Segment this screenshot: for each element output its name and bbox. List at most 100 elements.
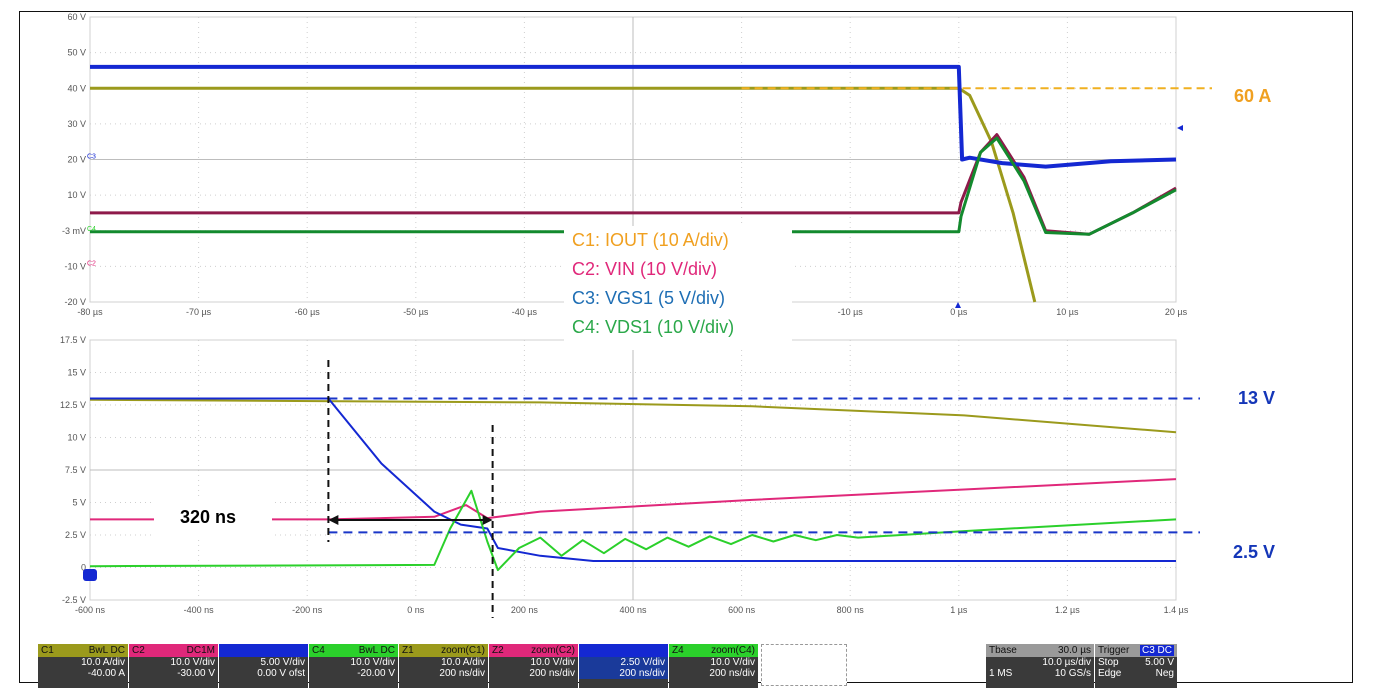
zoom-scale: 10.0 V/div	[710, 657, 755, 668]
channel-marker: C2	[87, 260, 96, 267]
legend-item-c1: C1: IOUT (10 A/div)	[572, 230, 729, 250]
x-tick-label: 20 µs	[1165, 307, 1188, 317]
x-tick-label: -70 µs	[186, 307, 212, 317]
label-60a: 60 A	[1234, 86, 1272, 106]
y-tick-label: 7.5 V	[65, 465, 86, 475]
channel-c2-descriptor[interactable]: C2 DC1M 10.0 V/div -30.00 V	[129, 644, 218, 688]
timebase-scale: 10.0 µs/div	[1042, 657, 1091, 668]
x-tick-label: 10 µs	[1056, 307, 1079, 317]
zoom-z4-descriptor[interactable]: Z4 zoom(C4) 10.0 V/div 200 ns/div	[669, 644, 758, 688]
channel-tags: BwL DC	[358, 645, 395, 656]
x-tick-label: -50 µs	[403, 307, 429, 317]
channel-name: C2	[132, 645, 145, 656]
legend-item-c3: C3: VGS1 (5 V/div)	[572, 288, 726, 308]
x-tick-label: 0 ns	[407, 605, 425, 615]
channel-marker: C3	[87, 154, 96, 161]
zoom-timebase: 200 ns/div	[709, 668, 755, 679]
x-tick-label: -80 µs	[77, 307, 103, 317]
channel-scale: 5.00 V/div	[260, 657, 305, 668]
timebase-descriptor[interactable]: Tbase 30.0 µs 10.0 µs/div 1 MS 10 GS/s	[986, 644, 1094, 688]
channel-c4-descriptor[interactable]: C4 BwL DC 10.0 V/div -20.00 V	[309, 644, 398, 688]
channel-marker: C4	[87, 226, 96, 233]
y-tick-label: 0	[81, 563, 86, 573]
channel-tags: DC1M	[186, 645, 215, 656]
channel-scale: 10.0 A/div	[81, 657, 125, 668]
label-13v: 13 V	[1238, 388, 1276, 408]
sample-rate: 10 GS/s	[1054, 668, 1091, 679]
y-tick-label: 50 V	[67, 48, 86, 58]
trigger-mode: Stop	[1098, 657, 1119, 668]
legend-item-c2: C2: VIN (10 V/div)	[572, 259, 718, 279]
x-tick-label: -600 ns	[75, 605, 106, 615]
zoom-timebase: 200 ns/div	[529, 668, 575, 679]
zoom-z1-descriptor[interactable]: Z1 zoom(C1) 10.0 A/div 200 ns/div	[399, 644, 488, 688]
zoom-timebase: 200 ns/div	[579, 668, 668, 679]
y-tick-label: 17.5 V	[60, 335, 86, 345]
y-tick-label: -2.5 V	[62, 595, 86, 605]
y-tick-label: 15 V	[67, 368, 86, 378]
trace-c1	[89, 398, 1177, 434]
zoom-z2-descriptor[interactable]: Z2 zoom(C2) 10.0 V/div 200 ns/div	[489, 644, 578, 688]
trace-c4	[89, 489, 1177, 572]
zoom-scale: 10.0 V/div	[530, 657, 575, 668]
trace-c4	[90, 136, 1177, 236]
y-tick-label: 5 V	[72, 498, 86, 508]
label-320ns-box	[154, 498, 272, 540]
trigger-slope: Neg	[1155, 668, 1174, 679]
zoom-name: Z1	[402, 645, 414, 656]
channel-offset: -40.00 A	[87, 668, 125, 679]
y-tick-label: 10 V	[67, 433, 86, 443]
y-tick-label: -3 mV	[62, 226, 86, 236]
y-tick-label: -20 V	[64, 297, 86, 307]
zoom-source: zoom(C4)	[711, 645, 755, 656]
x-tick-label: 800 ns	[837, 605, 865, 615]
trigger-descriptor[interactable]: Trigger C3 DC Stop 5.00 V Edge Neg	[1095, 644, 1177, 688]
y-tick-label: -10 V	[64, 261, 86, 271]
y-tick-label: 40 V	[67, 83, 86, 93]
empty-slot[interactable]	[761, 644, 847, 686]
channel-offset: -30.00 V	[177, 668, 215, 679]
zoom-source: zoom(C1)	[441, 645, 485, 656]
zoom-scale: 2.50 V/div	[579, 657, 668, 668]
trigger-label: Trigger	[1098, 645, 1130, 656]
zoom-timebase: 200 ns/div	[439, 668, 485, 679]
arrow-head-right	[482, 515, 493, 525]
zoom-channel-marker	[83, 569, 97, 581]
trigger-level-marker	[1177, 125, 1183, 131]
x-tick-label: 0 µs	[950, 307, 968, 317]
x-tick-label: -10 µs	[838, 307, 864, 317]
trigger-source: C3 DC	[1139, 645, 1174, 656]
trigger-position-marker	[955, 302, 961, 308]
x-tick-label: 600 ns	[728, 605, 756, 615]
timebase-label: Tbase	[989, 645, 1017, 656]
x-tick-label: 200 ns	[511, 605, 539, 615]
y-tick-label: 12.5 V	[60, 400, 86, 410]
y-tick-label: 10 V	[67, 190, 86, 200]
legend-item-c4: C4: VDS1 (10 V/div)	[572, 317, 735, 337]
legend-box: C1: IOUT (10 A/div) C2: VIN (10 V/div) C…	[564, 226, 792, 350]
channel-name: C1	[41, 645, 54, 656]
zoom-name: Z2	[492, 645, 504, 656]
channel-c3-descriptor[interactable]: 5.00 V/div 0.00 V ofst	[219, 644, 308, 688]
y-tick-label: 20 V	[67, 155, 86, 165]
channel-c1-descriptor[interactable]: C1 BwL DC 10.0 A/div -40.00 A	[38, 644, 128, 688]
channel-scale: 10.0 V/div	[170, 657, 215, 668]
zoom-name: Z4	[672, 645, 684, 656]
trigger-type: Edge	[1098, 668, 1122, 679]
x-tick-label: 1.4 µs	[1164, 605, 1189, 615]
label-2-5v: 2.5 V	[1233, 542, 1276, 562]
x-tick-label: -60 µs	[295, 307, 321, 317]
x-tick-label: 1.2 µs	[1055, 605, 1080, 615]
trigger-level: 5.00 V	[1145, 657, 1174, 668]
x-tick-label: -200 ns	[292, 605, 323, 615]
x-tick-label: 400 ns	[619, 605, 647, 615]
x-tick-label: -400 ns	[184, 605, 215, 615]
arrow-head-left	[328, 515, 339, 525]
trace-c3	[90, 397, 1176, 562]
channel-offset: 0.00 V ofst	[257, 668, 305, 679]
memory-depth: 1 MS	[989, 668, 1013, 679]
zoom-z3-descriptor[interactable]: 2.50 V/div 200 ns/div	[579, 644, 668, 688]
channel-name: C4	[312, 645, 325, 656]
label-320ns: 320 ns	[180, 507, 237, 527]
zoom-scale: 10.0 A/div	[441, 657, 485, 668]
